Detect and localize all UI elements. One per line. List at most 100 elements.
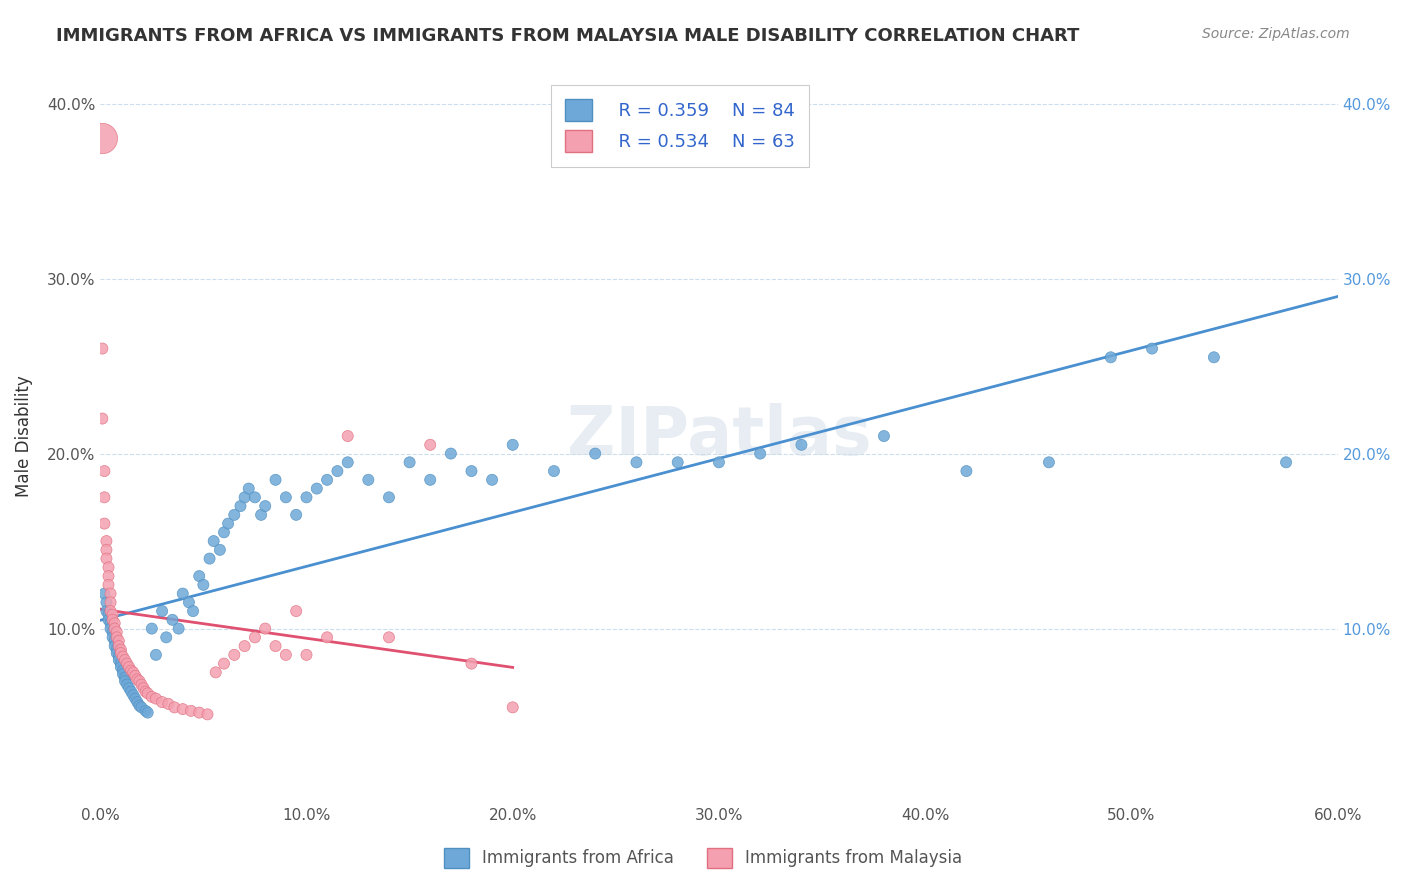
Point	[217, 516, 239, 531]
Y-axis label: Male Disability: Male Disability	[15, 376, 32, 497]
Point	[104, 622, 127, 636]
Point	[124, 669, 146, 683]
Point	[157, 697, 180, 711]
Point	[162, 613, 184, 627]
Point	[666, 455, 689, 469]
Point	[131, 700, 153, 714]
Point	[193, 578, 215, 592]
Point	[167, 622, 190, 636]
Point	[212, 657, 235, 671]
Point	[198, 551, 221, 566]
Point	[96, 542, 118, 557]
Point	[378, 631, 401, 645]
Point	[460, 464, 482, 478]
Point	[264, 639, 287, 653]
Point	[135, 704, 157, 718]
Point	[97, 569, 120, 583]
Point	[481, 473, 503, 487]
Point	[177, 595, 200, 609]
Point	[105, 642, 128, 657]
Point	[91, 342, 114, 356]
Point	[419, 438, 441, 452]
Point	[100, 604, 122, 618]
Point	[274, 648, 297, 662]
Point	[132, 681, 155, 695]
Point	[274, 491, 297, 505]
Point	[440, 446, 463, 460]
Point	[224, 648, 246, 662]
Point	[145, 648, 167, 662]
Point	[115, 657, 138, 671]
Point	[208, 542, 231, 557]
Point	[543, 464, 565, 478]
Point	[150, 604, 173, 618]
Point	[502, 700, 524, 714]
Point	[583, 446, 606, 460]
Point	[202, 534, 225, 549]
Point	[101, 631, 124, 645]
Point	[114, 674, 136, 689]
Point	[96, 551, 118, 566]
Point	[136, 706, 159, 720]
Point	[295, 648, 318, 662]
Point	[93, 586, 115, 600]
Point	[104, 639, 127, 653]
Point	[357, 473, 380, 487]
Point	[163, 700, 186, 714]
Point	[285, 604, 308, 618]
Point	[155, 631, 177, 645]
Point	[108, 653, 131, 667]
Point	[122, 688, 145, 702]
Point	[233, 639, 256, 653]
Point	[124, 691, 146, 706]
Point	[749, 446, 772, 460]
Point	[93, 516, 115, 531]
Point	[111, 667, 134, 681]
Point	[100, 622, 122, 636]
Point	[419, 473, 441, 487]
Point	[336, 429, 359, 443]
Point	[114, 671, 136, 685]
Text: ZIPatlas: ZIPatlas	[567, 403, 872, 469]
Point	[136, 686, 159, 700]
Point	[127, 695, 149, 709]
Point	[105, 646, 128, 660]
Point	[1275, 455, 1298, 469]
Point	[127, 673, 149, 687]
Point	[118, 660, 141, 674]
Point	[108, 639, 131, 653]
Point	[108, 633, 131, 648]
Point	[224, 508, 246, 522]
Point	[91, 131, 114, 145]
Point	[105, 625, 128, 640]
Point	[131, 677, 153, 691]
Point	[128, 674, 150, 689]
Point	[229, 499, 252, 513]
Point	[316, 631, 339, 645]
Point	[122, 665, 145, 680]
Text: IMMIGRANTS FROM AFRICA VS IMMIGRANTS FROM MALAYSIA MALE DISABILITY CORRELATION C: IMMIGRANTS FROM AFRICA VS IMMIGRANTS FRO…	[56, 27, 1080, 45]
Point	[145, 691, 167, 706]
Point	[238, 482, 260, 496]
Point	[295, 491, 318, 505]
Point	[204, 665, 226, 680]
Point	[285, 508, 308, 522]
Point	[120, 684, 142, 698]
Point	[243, 631, 266, 645]
Point	[1202, 351, 1225, 365]
Point	[188, 706, 211, 720]
Point	[97, 578, 120, 592]
Point	[101, 607, 124, 622]
Point	[502, 438, 524, 452]
Point	[141, 622, 163, 636]
Point	[264, 473, 287, 487]
Point	[316, 473, 339, 487]
Text: Source: ZipAtlas.com: Source: ZipAtlas.com	[1202, 27, 1350, 41]
Point	[398, 455, 420, 469]
Point	[135, 684, 157, 698]
Point	[707, 455, 730, 469]
Point	[100, 595, 122, 609]
Point	[101, 625, 124, 640]
Point	[128, 698, 150, 713]
Point	[120, 664, 142, 678]
